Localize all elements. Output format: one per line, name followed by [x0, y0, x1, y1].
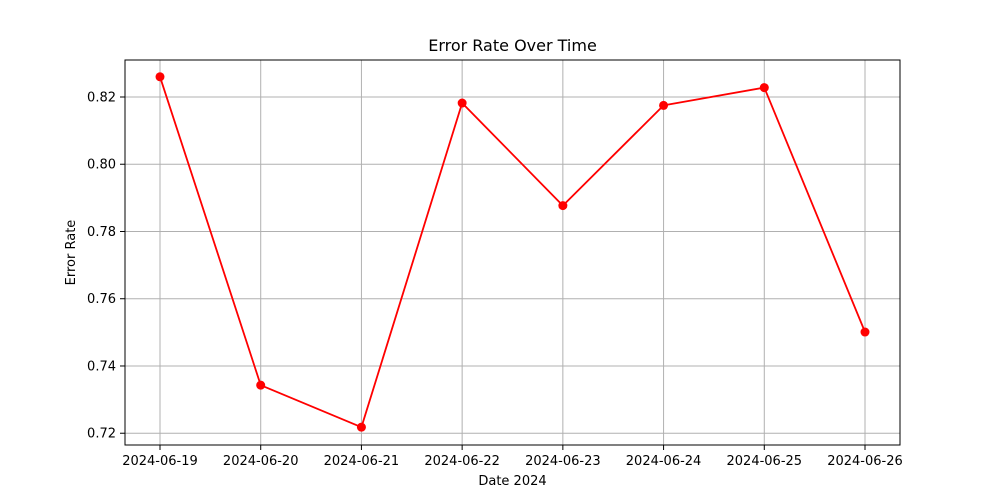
data-point-marker [256, 380, 266, 390]
data-point-marker [759, 83, 769, 93]
x-tick-label: 2024-06-20 [223, 454, 299, 469]
y-tick-label: 0.72 [87, 427, 116, 442]
series-line [159, 76, 866, 429]
x-axis-label: Date 2024 [478, 474, 546, 489]
data-point-marker [860, 327, 870, 337]
y-tick-label: 0.82 [87, 90, 116, 105]
plot-frame [124, 59, 901, 446]
data-point-marker [558, 201, 568, 211]
x-tick-label: 2024-06-26 [827, 454, 903, 469]
data-point-marker [659, 100, 669, 110]
data-point-marker [356, 422, 366, 432]
chart-title: Error Rate Over Time [428, 36, 597, 55]
y-tick-label: 0.80 [87, 158, 116, 173]
series-layer [155, 72, 870, 432]
x-tick-label: 2024-06-19 [122, 454, 198, 469]
y-tick-label: 0.78 [87, 225, 116, 240]
x-tick-label: 2024-06-21 [324, 454, 400, 469]
y-tick-label: 0.74 [87, 359, 116, 374]
y-tick-label: 0.76 [87, 292, 116, 307]
data-point-marker [155, 72, 165, 82]
x-tick-label: 2024-06-25 [727, 454, 803, 469]
grid [125, 60, 900, 445]
data-point-marker [457, 98, 467, 108]
axes: 2024-06-19 2024-06-20 2024-06-21 2024-06-22… [87, 90, 903, 469]
x-tick-label: 2024-06-22 [424, 454, 500, 469]
x-tick-label: 2024-06-23 [525, 454, 601, 469]
y-axis-label: Error Rate [64, 220, 79, 286]
x-tick-label: 2024-06-24 [626, 454, 702, 469]
